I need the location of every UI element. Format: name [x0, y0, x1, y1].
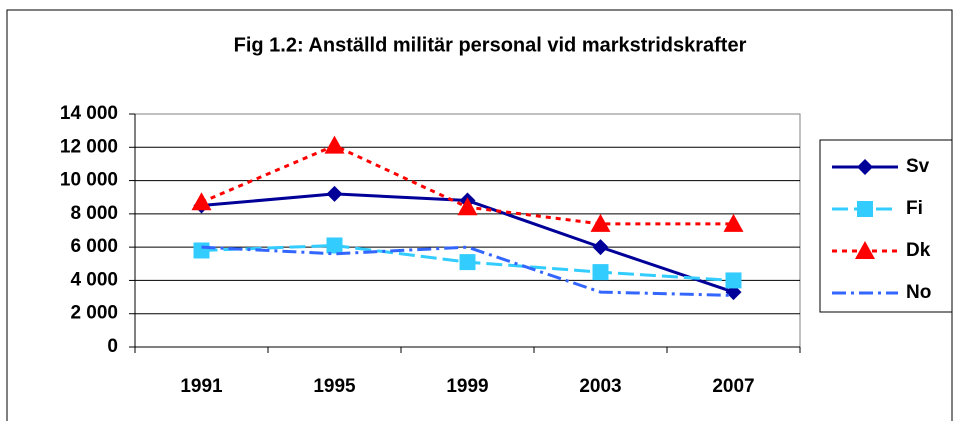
x-tick-label: 2003	[579, 376, 621, 397]
legend-marker	[855, 241, 875, 259]
legend-label: Sv	[906, 156, 930, 177]
legend-label: Dk	[906, 240, 931, 261]
x-tick-label: 1999	[446, 376, 488, 397]
chart-title: Fig 1.2: Anställd militär personal vid m…	[234, 34, 747, 56]
legend-label: No	[906, 282, 931, 303]
data-point	[459, 254, 476, 271]
data-point	[324, 135, 345, 154]
y-tick-label: 4 000	[70, 269, 118, 290]
data-point	[723, 213, 744, 232]
y-tick-label: 6 000	[70, 236, 118, 257]
data-point	[191, 192, 212, 211]
data-point	[725, 272, 742, 289]
legend	[819, 139, 953, 313]
data-point	[326, 185, 343, 202]
y-tick-label: 12 000	[60, 136, 118, 157]
y-tick-label: 10 000	[60, 170, 118, 191]
y-tick-label: 14 000	[60, 103, 118, 124]
plot-area	[134, 113, 801, 348]
legend-marker	[857, 159, 873, 175]
y-tick-label: 0	[107, 336, 118, 357]
x-tick-label: 1991	[180, 376, 223, 397]
data-point	[592, 264, 609, 281]
data-point	[193, 242, 210, 259]
legend-marker	[857, 201, 873, 217]
y-tick-label: 2 000	[70, 303, 118, 324]
series-line	[201, 245, 734, 297]
legend-label: Fi	[906, 198, 923, 219]
x-tick-label: 2007	[712, 376, 754, 397]
y-tick-label: 8 000	[70, 203, 118, 224]
x-tick-label: 1995	[313, 376, 356, 397]
data-point	[590, 213, 611, 232]
data-point	[326, 237, 343, 254]
data-point	[592, 239, 609, 256]
data-point	[457, 197, 478, 216]
